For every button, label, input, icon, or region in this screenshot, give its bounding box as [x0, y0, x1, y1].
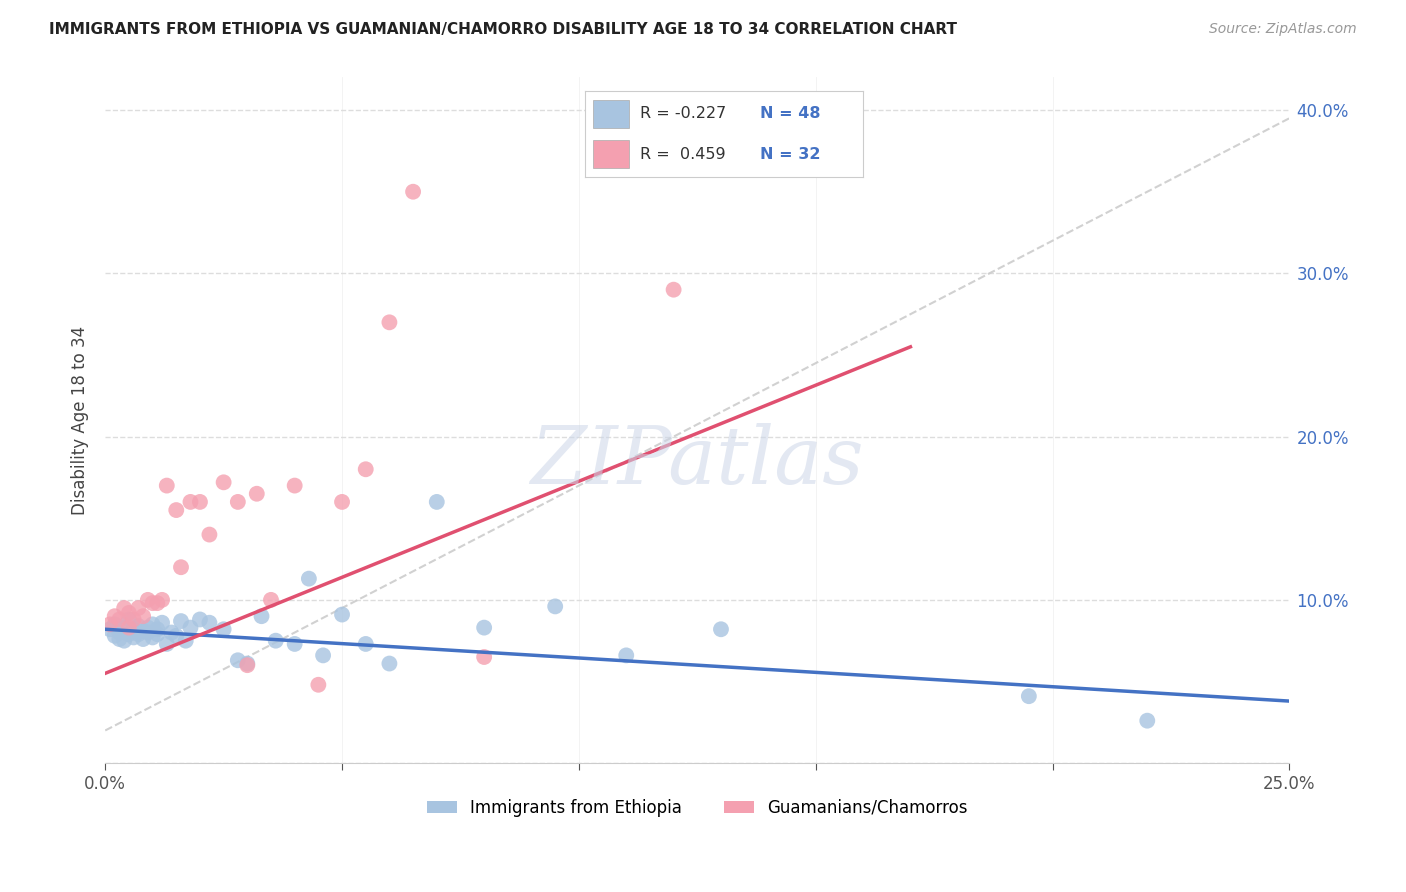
Point — [104, 617, 127, 632]
Point — [104, 609, 127, 624]
Point — [127, 619, 149, 633]
Point — [226, 495, 249, 509]
Point — [122, 612, 145, 626]
Point — [142, 596, 165, 610]
Point — [284, 478, 307, 492]
Point — [122, 622, 145, 636]
Text: Source: ZipAtlas.com: Source: ZipAtlas.com — [1209, 22, 1357, 37]
Point — [165, 503, 187, 517]
Point — [108, 612, 131, 626]
Point — [330, 495, 353, 509]
Point — [132, 624, 155, 638]
Point — [354, 637, 377, 651]
Point — [118, 627, 141, 641]
Point — [426, 495, 449, 509]
Point — [170, 560, 193, 574]
Point — [136, 592, 159, 607]
Point — [188, 612, 211, 626]
Point — [472, 621, 495, 635]
Point — [127, 627, 149, 641]
Point — [132, 632, 155, 646]
Point — [136, 621, 159, 635]
Point — [1018, 689, 1040, 703]
Point — [150, 592, 173, 607]
Point — [156, 478, 179, 492]
Point — [544, 599, 567, 614]
Point — [112, 621, 135, 635]
Point — [179, 621, 201, 635]
Point — [710, 622, 733, 636]
Point — [236, 657, 259, 671]
Point — [212, 622, 235, 636]
Point — [198, 527, 221, 541]
Point — [1136, 714, 1159, 728]
Point — [156, 637, 179, 651]
Point — [146, 627, 169, 641]
Point — [179, 495, 201, 509]
Point — [98, 617, 121, 632]
Point — [170, 614, 193, 628]
Point — [122, 631, 145, 645]
Point — [118, 612, 141, 626]
Point — [150, 615, 173, 630]
Point — [127, 601, 149, 615]
Point — [312, 648, 335, 663]
Point — [108, 632, 131, 646]
Point — [226, 653, 249, 667]
Point — [112, 633, 135, 648]
Text: ZIPatlas: ZIPatlas — [530, 423, 865, 500]
Point — [212, 475, 235, 490]
Point — [260, 592, 283, 607]
Point — [307, 678, 329, 692]
Point — [402, 185, 425, 199]
Point — [118, 621, 141, 635]
Point — [165, 629, 187, 643]
Point — [142, 617, 165, 632]
Y-axis label: Disability Age 18 to 34: Disability Age 18 to 34 — [72, 326, 89, 515]
Point — [236, 658, 259, 673]
Point — [378, 657, 401, 671]
Point — [118, 606, 141, 620]
Point — [108, 625, 131, 640]
Point — [132, 609, 155, 624]
Point — [378, 315, 401, 329]
Legend: Immigrants from Ethiopia, Guamanians/Chamorros: Immigrants from Ethiopia, Guamanians/Cha… — [420, 792, 974, 823]
Point — [142, 631, 165, 645]
Point — [160, 625, 183, 640]
Point — [662, 283, 685, 297]
Point — [264, 633, 287, 648]
Point — [174, 633, 197, 648]
Point — [472, 650, 495, 665]
Point — [284, 637, 307, 651]
Point — [614, 648, 637, 663]
Point — [136, 625, 159, 640]
Point — [330, 607, 353, 622]
Point — [198, 615, 221, 630]
Point — [250, 609, 273, 624]
Text: IMMIGRANTS FROM ETHIOPIA VS GUAMANIAN/CHAMORRO DISABILITY AGE 18 TO 34 CORRELATI: IMMIGRANTS FROM ETHIOPIA VS GUAMANIAN/CH… — [49, 22, 957, 37]
Point — [98, 622, 121, 636]
Point — [188, 495, 211, 509]
Point — [298, 572, 321, 586]
Point — [112, 601, 135, 615]
Point — [354, 462, 377, 476]
Point — [104, 629, 127, 643]
Point — [146, 596, 169, 610]
Point — [246, 487, 269, 501]
Point — [146, 622, 169, 636]
